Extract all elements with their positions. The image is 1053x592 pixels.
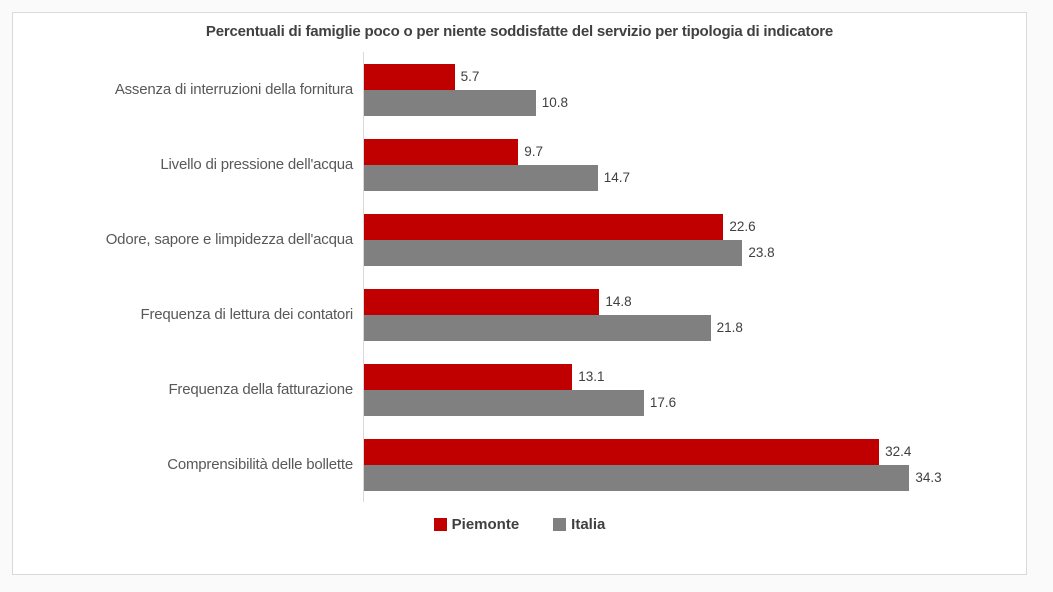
legend-item-piemonte: Piemonte: [433, 516, 520, 533]
bar-italia: [364, 389, 644, 416]
chart-container: Percentuali di famiglie poco o per nient…: [12, 12, 1027, 575]
bar-line: 21.8: [364, 314, 1026, 341]
bars-cell: 14.8 21.8: [363, 277, 1026, 352]
bar-line: 22.6: [364, 213, 1026, 240]
category-label: Comprensibilità delle bollette: [167, 456, 353, 473]
bar-italia: [364, 89, 536, 116]
bar-line: 14.8: [364, 288, 1026, 315]
bar-italia: [364, 239, 743, 266]
value-label: 32.4: [885, 444, 912, 459]
category-row: Frequenza di lettura dei contatori 14.8 21…: [13, 277, 1026, 352]
legend-label: Italia: [571, 516, 606, 533]
legend-item-italia: Italia: [553, 516, 605, 533]
bar-italia: [364, 164, 598, 191]
bar-piemonte: [364, 438, 880, 465]
value-label: 22.6: [729, 219, 756, 234]
plot-area: Assenza di interruzioni della fornitura 5…: [13, 52, 1026, 502]
category-label: Frequenza della fatturazione: [168, 381, 353, 398]
bars-cell: 5.7 10.8: [363, 52, 1026, 127]
category-row: Assenza di interruzioni della fornitura 5…: [13, 52, 1026, 127]
bar-piemonte: [364, 213, 724, 240]
bar-italia: [364, 464, 910, 491]
bar-line: 32.4: [364, 438, 1026, 465]
chart-title: Percentuali di famiglie poco o per nient…: [205, 23, 834, 40]
bar-line: 13.1: [364, 363, 1026, 390]
value-label: 21.8: [716, 320, 743, 335]
bar-line: 5.7: [364, 63, 1026, 90]
bars-cell: 13.1 17.6: [363, 352, 1026, 427]
bar-piemonte: [364, 63, 455, 90]
category-label: Assenza di interruzioni della fornitura: [114, 81, 353, 98]
bar-line: 23.8: [364, 239, 1026, 266]
value-label: 14.7: [603, 170, 630, 185]
bar-piemonte: [364, 288, 600, 315]
value-label: 17.6: [649, 395, 677, 410]
legend: Piemonte Italia: [13, 516, 1026, 533]
value-label: 13.1: [578, 369, 605, 384]
value-label: 14.8: [605, 294, 632, 309]
bar-piemonte: [364, 138, 519, 165]
legend-swatch-icon: [433, 518, 447, 531]
value-label: 9.7: [524, 144, 543, 159]
bars-cell: 22.6 23.8: [363, 202, 1026, 277]
bar-line: 17.6: [364, 389, 1026, 416]
category-label: Frequenza di lettura dei contatori: [140, 306, 354, 323]
category-row: Frequenza della fatturazione 13.1 17.6: [13, 352, 1026, 427]
bar-italia: [364, 314, 711, 341]
bar-line: 14.7: [364, 164, 1026, 191]
bar-line: 34.3: [364, 464, 1026, 491]
value-label: 34.3: [915, 470, 942, 485]
legend-swatch-icon: [553, 518, 567, 531]
category-label: Odore, sapore e limpidezza dell'acqua: [105, 231, 353, 248]
bar-line: 10.8: [364, 89, 1026, 116]
category-row: Livello di pressione dell'acqua 9.7 14.7: [13, 127, 1026, 202]
bar-line: 9.7: [364, 138, 1026, 165]
value-label: 23.8: [748, 245, 775, 260]
bars-cell: 9.7 14.7: [363, 127, 1026, 202]
category-row: Odore, sapore e limpidezza dell'acqua 22.…: [13, 202, 1026, 277]
value-label: 10.8: [541, 95, 568, 110]
bar-piemonte: [364, 363, 573, 390]
bars-cell: 32.4 34.3: [363, 427, 1026, 502]
category-row: Comprensibilità delle bollette 32.4 34.3: [13, 427, 1026, 502]
legend-label: Piemonte: [451, 516, 520, 533]
value-label: 5.7: [460, 69, 480, 84]
category-label: Livello di pressione dell'acqua: [160, 156, 353, 173]
